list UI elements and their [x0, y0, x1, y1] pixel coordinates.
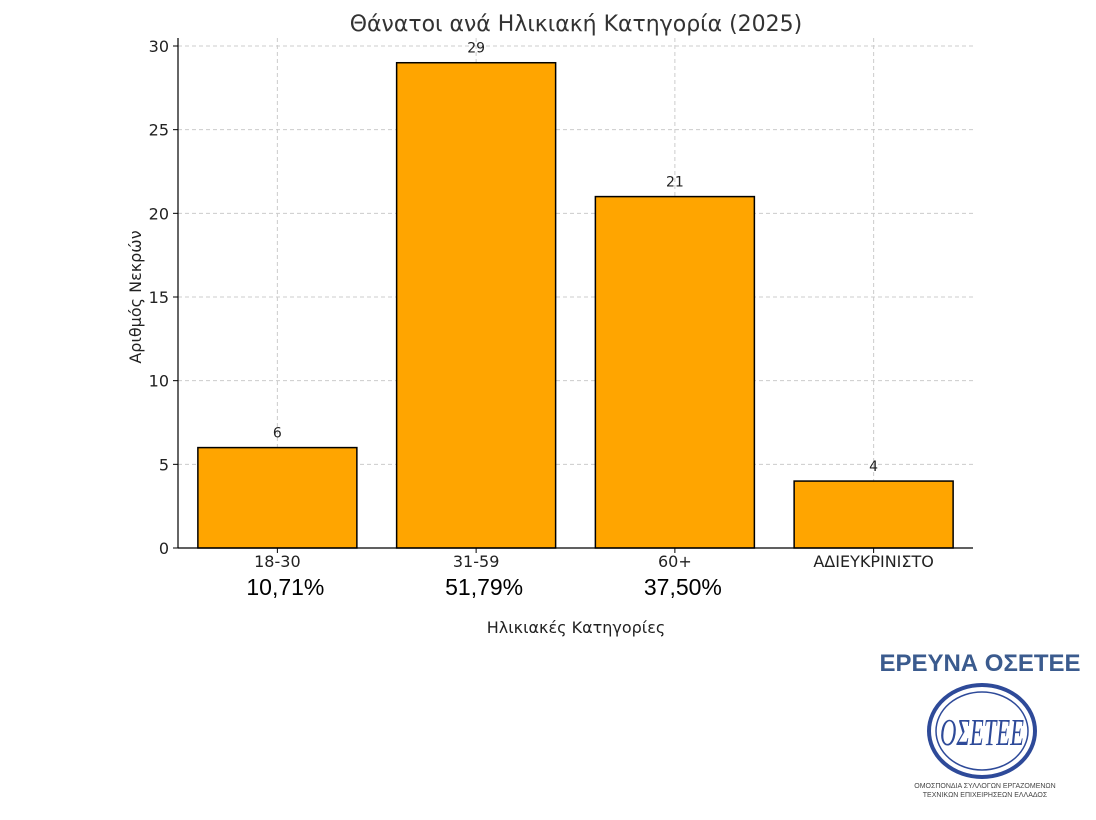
x-tick-label: 31-59	[453, 552, 500, 571]
bar-31-59	[395, 61, 557, 549]
percentage-label: 51,79%	[445, 574, 524, 600]
data-label: 29	[467, 41, 485, 57]
x-tick-label: 60+	[658, 552, 692, 571]
research-title: ΕΡΕΥΝΑ ΟΣΕΤΕΕ	[879, 650, 1081, 677]
labels: 0 5 10 15 20 25 30 6 18-30 29 31-59 21 60+ 4 ΑΔΙΕΥΚΡΙΝ…	[149, 37, 934, 571]
bar-ΑΔΙΕΥΚΡΙΝΙΣΤΟ	[793, 480, 954, 549]
x-axis-label: Ηλικιακές Κατηγορίες	[487, 618, 666, 637]
y-tick-label: 25	[149, 121, 169, 140]
y-tick-label: 15	[149, 288, 169, 307]
y-tick-label: 30	[149, 37, 169, 56]
data-label: 4	[869, 459, 878, 475]
y-tick-label: 0	[159, 539, 169, 558]
axes	[173, 38, 973, 553]
bar-60+	[594, 195, 756, 549]
caption-line-2: ΤΕΧΝΙΚΩΝ ΕΠΙΧΕΙΡΗΣΕΩΝ ΕΛΛΑΔΟΣ	[922, 792, 1048, 799]
percentage-label: 37,50%	[643, 574, 722, 600]
y-axis-label: Αριθμός Νεκρών	[126, 230, 145, 363]
chart-title: Θάνατοι ανά Ηλικιακή Κατηγορία (2025)	[350, 12, 803, 37]
bars	[197, 61, 954, 549]
data-label: 21	[666, 175, 684, 191]
y-tick-label: 20	[149, 204, 169, 223]
organization-caption: ΟΜΟΣΠΟΝΔΙΑ ΣΥΛΛΟΓΩΝ ΕΡΓΑΖΟΜΕΝΩΝ ΤΕΧΝΙΚΩΝ…	[880, 782, 1090, 800]
logo-text: ΟΣΕΤΕΕ	[940, 712, 1024, 754]
y-tick-label: 5	[159, 455, 169, 474]
caption-line-1: ΟΜΟΣΠΟΝΔΙΑ ΣΥΛΛΟΓΩΝ ΕΡΓΑΖΟΜΕΝΩΝ	[914, 783, 1056, 790]
osetee-logo: ΟΣΕΤΕΕ	[926, 682, 1038, 784]
y-tick-label: 10	[149, 372, 169, 391]
percentage-label: 10,71%	[246, 574, 325, 600]
bar-18-30	[197, 446, 358, 549]
x-tick-label: 18-30	[254, 552, 301, 571]
x-tick-label: ΑΔΙΕΥΚΡΙΝΙΣΤΟ	[813, 552, 934, 571]
data-label: 6	[273, 426, 282, 442]
